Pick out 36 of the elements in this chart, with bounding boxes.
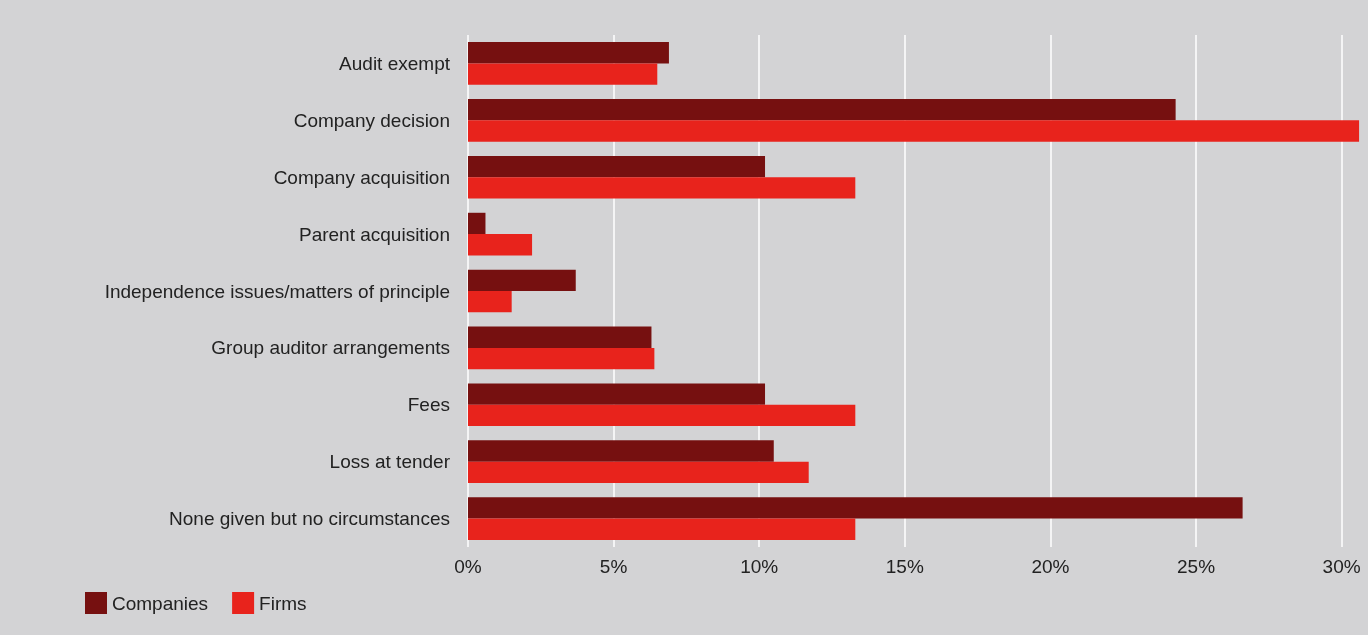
bar (468, 99, 1176, 121)
bar (468, 177, 856, 199)
bar (468, 326, 652, 348)
bar (468, 63, 658, 85)
bar (468, 212, 486, 235)
y-tick-label: Audit exempt (339, 52, 451, 74)
x-tick-label: 20% (1031, 556, 1070, 577)
x-tick-label: 5% (599, 556, 628, 577)
bar (468, 461, 809, 483)
x-tick-label: 25% (1177, 556, 1216, 577)
y-tick-label: None given but no circumstances (169, 508, 450, 530)
bar (468, 234, 533, 256)
bar (468, 155, 766, 178)
y-tick-label: Parent acquisition (298, 223, 450, 245)
y-tick-label: Loss at tender (329, 451, 451, 473)
bar (468, 42, 669, 64)
y-tick-label: Company decision (293, 109, 450, 131)
y-tick-label: Group auditor arrangements (211, 337, 450, 359)
bar (468, 518, 856, 540)
y-tick-label: Fees (407, 394, 450, 416)
bar (468, 291, 512, 313)
legend-label: Firms (259, 592, 307, 614)
x-tick-label: 0% (454, 556, 482, 577)
bar (468, 404, 856, 427)
x-tick-label: 15% (885, 556, 924, 577)
bar (468, 347, 655, 370)
x-tick-label: 30% (1322, 556, 1361, 577)
bar (468, 383, 766, 405)
legend-label: Companies (112, 592, 209, 614)
bar (468, 440, 774, 462)
y-tick-label: Independence issues/matters of principle (104, 280, 450, 302)
bar (468, 269, 576, 291)
bar (468, 497, 1243, 519)
bar (468, 120, 1360, 142)
x-tick-label: 10% (740, 556, 779, 577)
y-tick-label: Company acquisition (273, 166, 450, 188)
